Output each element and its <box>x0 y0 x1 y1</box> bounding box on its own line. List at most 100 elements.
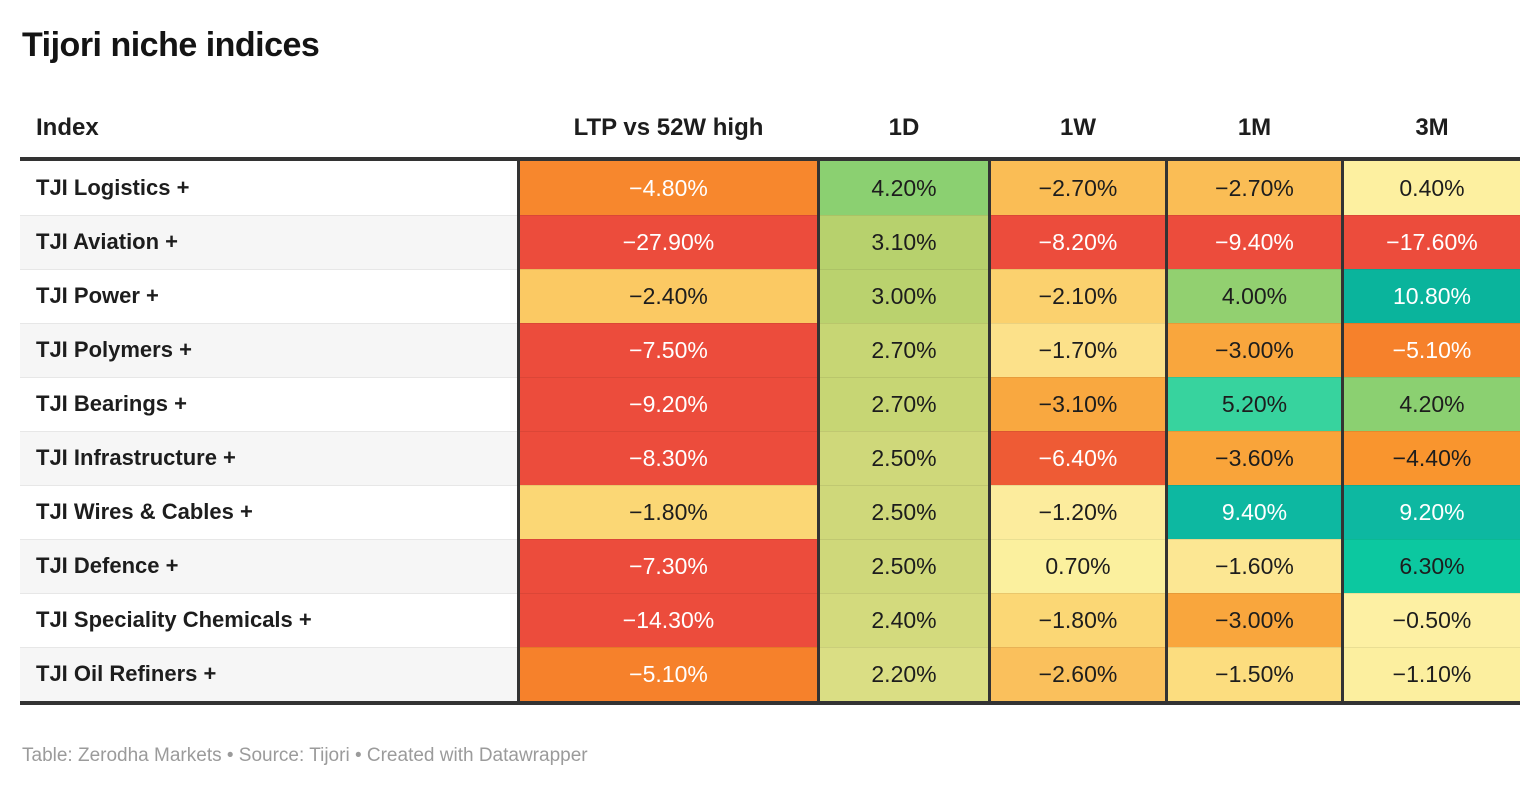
column-separator <box>1165 539 1168 593</box>
heatmap-value-cell: 2.50% <box>820 539 988 593</box>
heatmap-value-cell: 3.00% <box>820 269 988 323</box>
table-row: TJI Logistics + −4.80% 4.20% −2.70% −2.70% 0.… <box>20 161 1520 215</box>
heatmap-value-cell: 10.80% <box>1344 269 1520 323</box>
table-body: TJI Logistics + −4.80% 4.20% −2.70% −2.70% 0.… <box>20 161 1520 701</box>
table-row: TJI Defence + −7.30% 2.50% 0.70% −1.60% 6.30% <box>20 539 1520 593</box>
row-label-expandable[interactable]: TJI Logistics + <box>20 161 517 215</box>
column-separator <box>1165 269 1168 323</box>
heatmap-value-cell: 2.70% <box>820 323 988 377</box>
heatmap-value-cell: −17.60% <box>1344 215 1520 269</box>
heatmap-value-cell: −1.70% <box>991 323 1165 377</box>
header-divider <box>20 157 1520 161</box>
column-separator <box>817 269 820 323</box>
heatmap-value-cell: 5.20% <box>1168 377 1341 431</box>
column-separator <box>1341 593 1344 647</box>
footer-attribution: Table: Zerodha Markets • Source: Tijori … <box>22 745 588 766</box>
table-row: TJI Aviation + −27.90% 3.10% −8.20% −9.40% −1… <box>20 215 1520 269</box>
row-label-expandable[interactable]: TJI Bearings + <box>20 377 517 431</box>
column-separator <box>988 161 991 215</box>
column-separator <box>517 539 520 593</box>
heatmap-value-cell: −3.10% <box>991 377 1165 431</box>
heatmap-value-cell: −5.10% <box>520 647 817 701</box>
row-label-expandable[interactable]: TJI Wires & Cables + <box>20 485 517 539</box>
column-separator <box>817 161 820 215</box>
heatmap-value-cell: 2.50% <box>820 431 988 485</box>
table-row: TJI Power + −2.40% 3.00% −2.10% 4.00% 10.80% <box>20 269 1520 323</box>
heatmap-value-cell: −1.60% <box>1168 539 1341 593</box>
column-separator <box>988 593 991 647</box>
heatmap-value-cell: 0.40% <box>1344 161 1520 215</box>
column-separator <box>517 485 520 539</box>
table-row: TJI Bearings + −9.20% 2.70% −3.10% 5.20% 4.20… <box>20 377 1520 431</box>
heatmap-value-cell: −2.70% <box>991 161 1165 215</box>
column-separator <box>988 215 991 269</box>
heatmap-value-cell: 2.70% <box>820 377 988 431</box>
column-separator <box>517 161 520 215</box>
column-separator <box>988 377 991 431</box>
table-row: TJI Wires & Cables + −1.80% 2.50% −1.20% 9.4… <box>20 485 1520 539</box>
heatmap-value-cell: −7.50% <box>520 323 817 377</box>
column-separator <box>1165 161 1168 215</box>
heatmap-value-cell: −27.90% <box>520 215 817 269</box>
heatmap-value-cell: −1.10% <box>1344 647 1520 701</box>
heatmap-value-cell: −8.20% <box>991 215 1165 269</box>
heatmap-value-cell: −1.50% <box>1168 647 1341 701</box>
column-separator <box>1341 485 1344 539</box>
heatmap-value-cell: −9.40% <box>1168 215 1341 269</box>
heatmap-value-cell: −2.70% <box>1168 161 1341 215</box>
column-separator <box>817 485 820 539</box>
heatmap-value-cell: −2.60% <box>991 647 1165 701</box>
heatmap-value-cell: 0.70% <box>991 539 1165 593</box>
heatmap-value-cell: 2.20% <box>820 647 988 701</box>
column-header-3m: 3M <box>1415 114 1449 141</box>
row-label-expandable[interactable]: TJI Oil Refiners + <box>20 647 517 701</box>
table-bottom-border <box>20 701 1520 705</box>
column-separator <box>988 269 991 323</box>
column-separator <box>1341 323 1344 377</box>
column-separator <box>517 215 520 269</box>
column-separator <box>1165 323 1168 377</box>
column-separator <box>817 431 820 485</box>
row-label-expandable[interactable]: TJI Polymers + <box>20 323 517 377</box>
row-label-expandable[interactable]: TJI Power + <box>20 269 517 323</box>
column-separator <box>817 593 820 647</box>
column-separator <box>988 431 991 485</box>
column-separator <box>817 539 820 593</box>
heatmap-value-cell: 6.30% <box>1344 539 1520 593</box>
heatmap-value-cell: −1.80% <box>991 593 1165 647</box>
table-row: TJI Infrastructure + −8.30% 2.50% −6.40% −3.… <box>20 431 1520 485</box>
column-separator <box>517 269 520 323</box>
row-label-expandable[interactable]: TJI Defence + <box>20 539 517 593</box>
heatmap-value-cell: 4.00% <box>1168 269 1341 323</box>
column-header-index: Index <box>36 114 99 141</box>
heatmap-value-cell: −5.10% <box>1344 323 1520 377</box>
column-header-1w: 1W <box>1060 114 1096 141</box>
column-separator <box>517 431 520 485</box>
column-separator <box>1341 431 1344 485</box>
heatmap-value-cell: −9.20% <box>520 377 817 431</box>
column-separator <box>517 323 520 377</box>
row-label-expandable[interactable]: TJI Infrastructure + <box>20 431 517 485</box>
column-separator <box>1341 269 1344 323</box>
heatmap-value-cell: −0.50% <box>1344 593 1520 647</box>
page: Tijori niche indices Index LTP vs 52W hi… <box>20 26 1520 766</box>
column-separator <box>1341 377 1344 431</box>
column-header-1m: 1M <box>1237 114 1272 141</box>
column-separator <box>1165 593 1168 647</box>
column-separator <box>817 377 820 431</box>
table-header-row: Index LTP vs 52W high 1D 1W 1M 3M <box>20 99 1520 157</box>
heatmap-value-cell: 4.20% <box>820 161 988 215</box>
column-separator <box>517 377 520 431</box>
column-separator <box>1341 647 1344 701</box>
table-row: TJI Speciality Chemicals + −14.30% 2.40% −1… <box>20 593 1520 647</box>
column-separator <box>517 593 520 647</box>
heatmap-value-cell: −2.40% <box>520 269 817 323</box>
heatmap-value-cell: −3.60% <box>1168 431 1341 485</box>
heatmap-value-cell: −6.40% <box>991 431 1165 485</box>
row-label-expandable[interactable]: TJI Aviation + <box>20 215 517 269</box>
heatmap-value-cell: −1.20% <box>991 485 1165 539</box>
row-label-expandable[interactable]: TJI Speciality Chemicals + <box>20 593 517 647</box>
column-separator <box>517 647 520 701</box>
column-separator <box>817 215 820 269</box>
heatmap-value-cell: 9.20% <box>1344 485 1520 539</box>
